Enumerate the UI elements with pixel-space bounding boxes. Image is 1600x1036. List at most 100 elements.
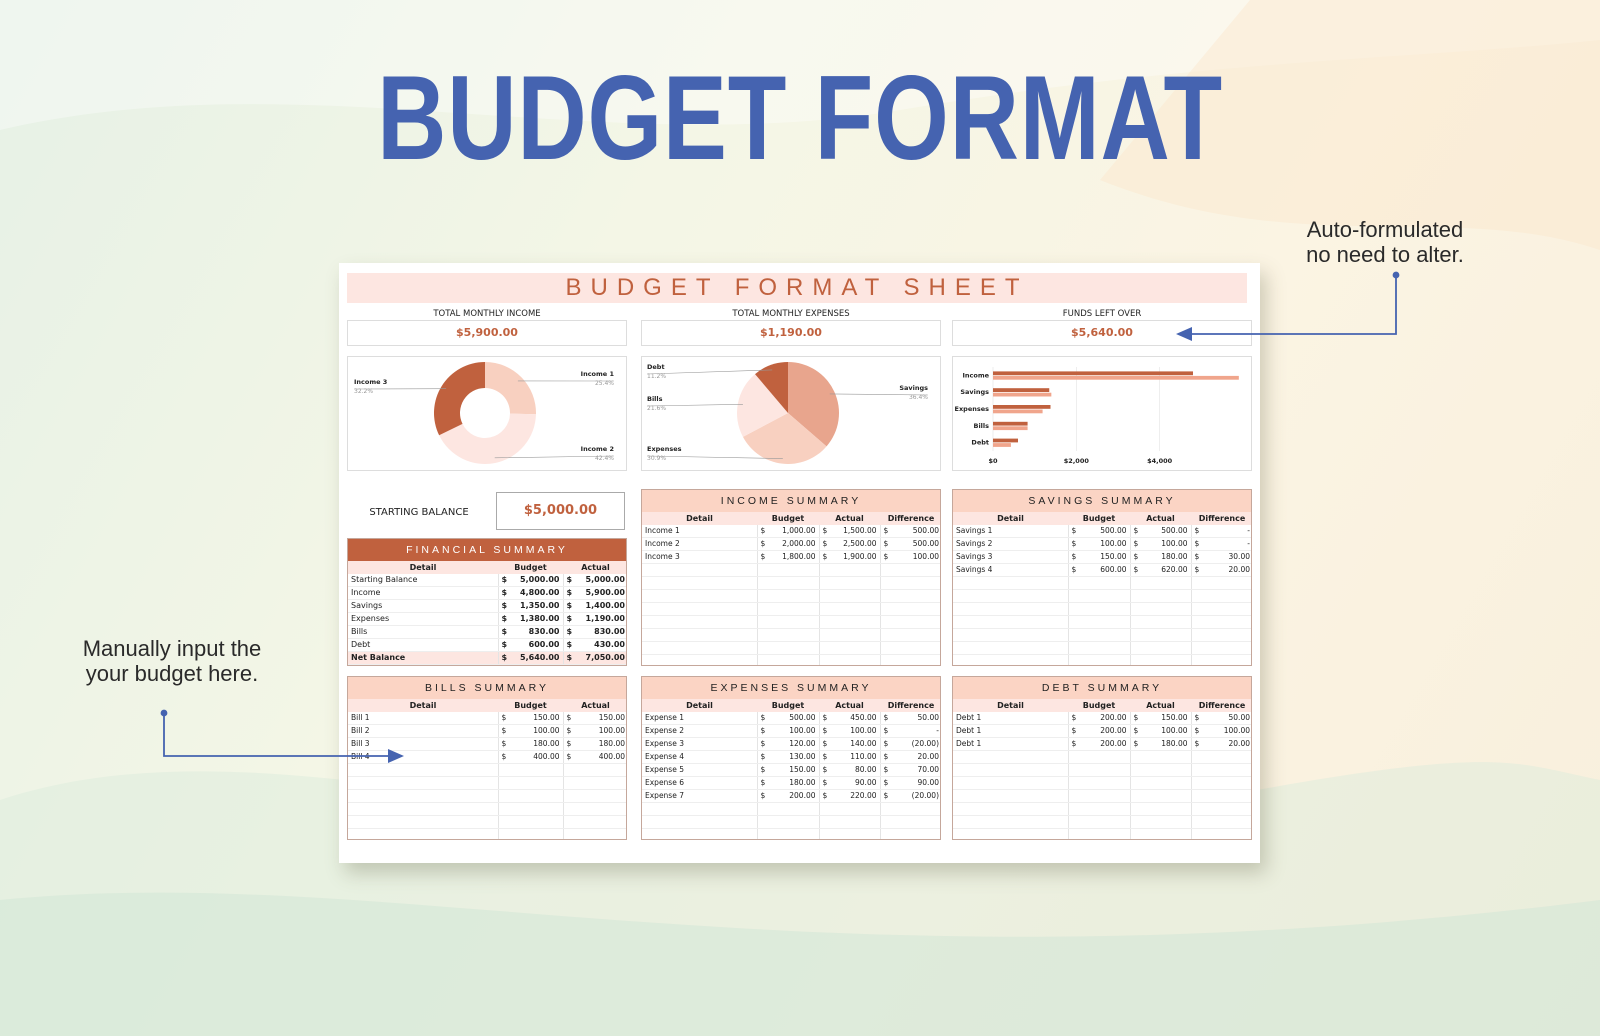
row-amount[interactable]: $430.00 [562,638,626,653]
row-amount[interactable]: $80.00 [818,763,880,778]
row-amount[interactable]: $150.00 [497,712,563,726]
empty-cell[interactable] [348,828,498,839]
row-amount[interactable]: $100.00 [756,724,819,739]
empty-cell[interactable] [642,628,757,643]
row-amount[interactable]: $220.00 [818,789,880,804]
empty-cell[interactable] [1067,776,1130,791]
empty-cell[interactable] [953,828,1068,839]
empty-cell[interactable] [953,589,1068,604]
empty-cell[interactable] [1129,654,1191,665]
empty-cell[interactable] [879,802,940,817]
empty-cell[interactable] [1067,815,1130,830]
empty-cell[interactable] [953,815,1068,830]
row-amount[interactable]: $100.00 [562,724,626,739]
row-amount[interactable]: $150.00 [1067,550,1130,565]
empty-cell[interactable] [348,776,498,791]
empty-cell[interactable] [756,628,819,643]
empty-cell[interactable] [756,641,819,656]
row-detail[interactable]: Income [348,586,498,601]
row-amount[interactable]: $5,900.00 [562,586,626,601]
row-detail[interactable]: Starting Balance [348,574,498,588]
empty-cell[interactable] [953,615,1068,630]
empty-cell[interactable] [1190,576,1251,591]
row-amount[interactable]: $5,640.00 [497,651,563,665]
empty-cell[interactable] [756,615,819,630]
row-detail[interactable]: Bills [348,625,498,640]
row-amount[interactable]: $200.00 [756,789,819,804]
empty-cell[interactable] [818,815,880,830]
empty-cell[interactable] [879,654,940,665]
row-amount[interactable]: $1,190.00 [562,612,626,627]
empty-cell[interactable] [756,654,819,665]
empty-cell[interactable] [1129,628,1191,643]
row-amount[interactable]: $1,400.00 [562,599,626,614]
empty-cell[interactable] [497,776,563,791]
row-detail[interactable]: Debt [348,638,498,653]
row-amount[interactable]: $180.00 [562,737,626,752]
row-amount[interactable]: $100.00 [1129,724,1191,739]
empty-cell[interactable] [1067,615,1130,630]
empty-cell[interactable] [818,576,880,591]
empty-cell[interactable] [1067,602,1130,617]
empty-cell[interactable] [497,802,563,817]
empty-cell[interactable] [818,654,880,665]
empty-cell[interactable] [1190,589,1251,604]
empty-cell[interactable] [642,589,757,604]
row-amount[interactable]: $180.00 [756,776,819,791]
empty-cell[interactable] [756,602,819,617]
empty-cell[interactable] [879,602,940,617]
row-detail[interactable]: Income 3 [642,550,757,565]
row-amount[interactable]: $100.00 [497,724,563,739]
empty-cell[interactable] [756,589,819,604]
row-amount[interactable]: $450.00 [818,712,880,726]
empty-cell[interactable] [953,602,1068,617]
empty-cell[interactable] [1129,802,1191,817]
row-detail[interactable]: Debt 1 [953,724,1068,739]
row-amount[interactable]: $500.00 [1067,525,1130,539]
empty-cell[interactable] [1129,763,1191,778]
empty-cell[interactable] [642,615,757,630]
row-amount[interactable]: $1,500.00 [818,525,880,539]
row-detail[interactable]: Net Balance [348,651,498,665]
starting-balance-input[interactable]: $5,000.00 [496,492,625,530]
row-detail[interactable]: Expense 3 [642,737,757,752]
row-detail[interactable]: Bill 1 [348,712,498,726]
empty-cell[interactable] [1190,776,1251,791]
row-amount[interactable]: $200.00 [1067,724,1130,739]
empty-cell[interactable] [1190,828,1251,839]
empty-cell[interactable] [953,628,1068,643]
empty-cell[interactable] [1067,828,1130,839]
empty-cell[interactable] [1190,628,1251,643]
empty-cell[interactable] [1067,576,1130,591]
row-amount[interactable]: $ (20.00) [879,789,940,804]
empty-cell[interactable] [818,628,880,643]
row-amount[interactable]: $20.00 [1190,737,1251,752]
empty-cell[interactable] [1067,641,1130,656]
empty-cell[interactable] [1190,615,1251,630]
empty-cell[interactable] [642,563,757,578]
row-amount[interactable]: $180.00 [1129,737,1191,752]
row-amount[interactable]: $120.00 [756,737,819,752]
row-amount[interactable]: $70.00 [879,763,940,778]
row-detail[interactable]: Savings [348,599,498,614]
empty-cell[interactable] [953,776,1068,791]
row-amount[interactable]: $1,900.00 [818,550,880,565]
empty-cell[interactable] [818,602,880,617]
empty-cell[interactable] [879,589,940,604]
row-amount[interactable]: $180.00 [1129,550,1191,565]
empty-cell[interactable] [1129,776,1191,791]
empty-cell[interactable] [953,641,1068,656]
row-amount[interactable]: $200.00 [1067,737,1130,752]
empty-cell[interactable] [953,763,1068,778]
empty-cell[interactable] [756,563,819,578]
row-amount[interactable]: $400.00 [562,750,626,765]
row-detail[interactable]: Expense 4 [642,750,757,765]
row-detail[interactable]: Debt 1 [953,737,1068,752]
empty-cell[interactable] [642,828,757,839]
row-amount[interactable]: $180.00 [497,737,563,752]
row-amount[interactable]: $140.00 [818,737,880,752]
empty-cell[interactable] [1190,654,1251,665]
empty-cell[interactable] [562,802,626,817]
row-detail[interactable]: Savings 4 [953,563,1068,578]
empty-cell[interactable] [562,789,626,804]
